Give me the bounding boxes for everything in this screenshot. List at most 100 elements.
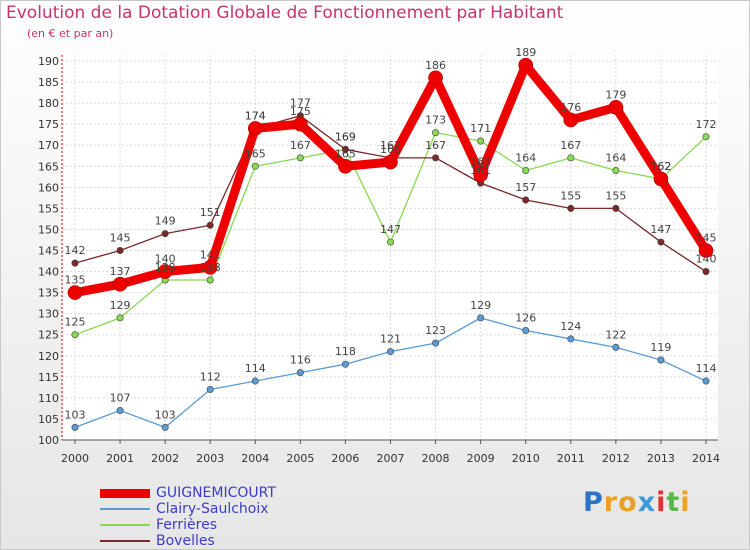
data-label: 122 [605, 328, 626, 341]
legend-swatch [100, 540, 150, 542]
legend-item: Clairy-Saulchoix [100, 501, 276, 517]
legend-item: Ferrières [100, 517, 276, 533]
data-point [657, 238, 665, 246]
data-point [567, 335, 575, 343]
data-point [116, 407, 124, 415]
data-label: 167 [380, 139, 401, 152]
legend-label: GUIGNEMICOURT [156, 485, 276, 501]
data-label: 137 [110, 265, 131, 278]
legend-item: GUIGNEMICOURT [100, 485, 276, 501]
data-label: 138 [155, 261, 176, 274]
data-label: 186 [425, 59, 446, 72]
y-tick-label: 135 [38, 287, 59, 300]
data-label: 123 [425, 324, 446, 337]
data-point [341, 145, 349, 153]
data-label: 135 [65, 274, 86, 287]
data-label: 161 [470, 164, 491, 177]
data-point [251, 162, 259, 170]
data-label: 164 [605, 151, 626, 164]
data-label: 171 [470, 122, 491, 135]
data-point [116, 247, 124, 255]
data-label: 147 [650, 223, 671, 236]
y-tick-label: 125 [38, 329, 59, 342]
data-label: 164 [515, 151, 536, 164]
data-point [206, 221, 214, 229]
data-label: 155 [560, 189, 581, 202]
data-point [612, 166, 620, 174]
data-point [567, 154, 575, 162]
data-point [161, 230, 169, 238]
data-point [473, 167, 488, 182]
data-point [653, 171, 669, 187]
data-label: 114 [696, 362, 717, 375]
data-label: 165 [245, 147, 266, 160]
x-tick-label: 2010 [512, 452, 540, 465]
data-label: 114 [245, 362, 266, 375]
x-tick-label: 2013 [647, 452, 675, 465]
data-point [386, 238, 394, 246]
proxiti-logo: Proxiti [583, 487, 691, 518]
data-label: 103 [65, 408, 86, 421]
data-label: 162 [650, 160, 671, 173]
data-label: 162 [650, 160, 671, 173]
data-point [341, 360, 349, 368]
logo-letter: P [583, 487, 604, 518]
data-label: 151 [200, 206, 221, 219]
data-point [206, 385, 214, 393]
data-label: 173 [425, 114, 446, 127]
data-label: 172 [696, 118, 717, 131]
y-tick-label: 140 [38, 266, 59, 279]
data-point [116, 314, 124, 322]
data-point [477, 314, 485, 322]
y-tick-label: 165 [38, 160, 59, 173]
data-point [612, 204, 620, 212]
y-tick-label: 155 [38, 202, 59, 215]
data-point [612, 343, 620, 351]
data-label: 167 [560, 139, 581, 152]
data-point [157, 264, 173, 279]
legend-swatch [100, 488, 150, 498]
x-tick-label: 2002 [151, 452, 179, 465]
data-point [522, 327, 530, 335]
logo-letter: i [656, 487, 667, 518]
data-point [563, 112, 579, 128]
data-label: 157 [515, 181, 536, 194]
data-label: 167 [290, 139, 311, 152]
chart-title: Evolution de la Dotation Globale de Fonc… [6, 3, 564, 23]
data-point [657, 356, 665, 364]
data-point [702, 268, 710, 276]
y-tick-label: 145 [38, 245, 59, 258]
data-point [293, 116, 308, 132]
legend-swatch [100, 524, 150, 526]
data-point [432, 154, 440, 162]
data-label: 179 [605, 88, 626, 101]
data-point [522, 166, 530, 174]
data-point [67, 285, 83, 300]
data-point [161, 423, 169, 431]
y-tick-label: 150 [38, 223, 59, 236]
data-label: 165 [335, 147, 356, 160]
data-label: 177 [290, 97, 311, 110]
data-point [383, 154, 398, 170]
data-label: 169 [335, 130, 356, 143]
data-label: 138 [200, 261, 221, 274]
data-label: 176 [560, 101, 581, 114]
data-label: 129 [110, 299, 131, 312]
legend: GUIGNEMICOURT Clairy-Saulchoix Ferrières Bo… [100, 485, 276, 549]
data-label: 163 [470, 156, 491, 169]
x-tick-label: 2004 [241, 452, 269, 465]
x-tick-label: 2011 [557, 452, 585, 465]
x-tick-label: 2001 [106, 452, 134, 465]
y-tick-label: 170 [38, 139, 59, 152]
data-point [567, 204, 575, 212]
logo-letter: r [603, 487, 619, 518]
data-point [702, 377, 710, 385]
data-label: 124 [560, 320, 581, 333]
data-point [386, 348, 394, 356]
data-point [71, 331, 79, 339]
x-tick-label: 2007 [377, 452, 405, 465]
data-point [518, 57, 534, 73]
data-label: 174 [245, 109, 266, 122]
data-label: 126 [515, 312, 536, 325]
